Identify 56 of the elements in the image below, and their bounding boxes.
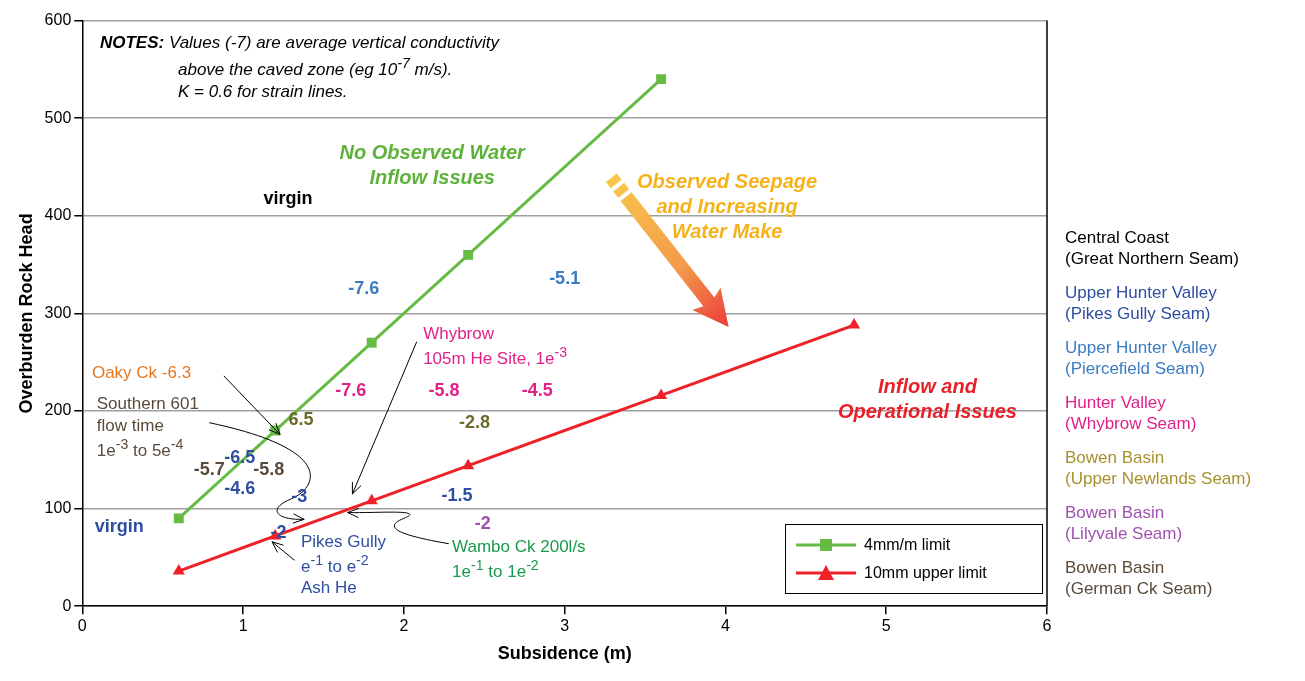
annotation: -4.6 <box>224 477 256 499</box>
y-tick-label: 500 <box>44 108 72 126</box>
x-tick-label: 1 <box>238 617 248 635</box>
legend-label: 4mm/m limit <box>864 536 951 555</box>
legend-label: 10mm upper limit <box>864 564 987 583</box>
y-tick-label: 400 <box>44 206 72 224</box>
annotation: -5.8 <box>428 379 460 401</box>
y-axis-title: Overburden Rock Head <box>15 213 36 414</box>
annotation: Observed Seepage and Increasing Water Make <box>637 168 818 244</box>
annotation: -5.1 <box>549 267 581 289</box>
text: Central Coast (Great Northern Seam) <box>1065 228 1239 270</box>
annotation: Oaky Ck -6.3 <box>91 362 192 384</box>
text: NOTES: Values (-7) are average vertical conductivity above the caved zone (eg 10$^{-7}$ m/s). K = 0.6 for strain lines. <box>99 33 499 102</box>
point <box>463 249 474 260</box>
annotation: Wambo Ck 200l/s 1e$^{-1}$ to 1e$^{-2}$ <box>452 535 586 583</box>
x-tick-label: 3 <box>560 617 570 635</box>
y-tick-label: 200 <box>44 401 72 419</box>
point <box>172 564 185 575</box>
annotation: -7.6 <box>335 379 367 401</box>
point <box>656 74 667 85</box>
annotation: -4.5 <box>521 379 553 401</box>
annotation: -2 <box>474 512 491 534</box>
text: Upper Hunter Valley (Pikes Gully Seam) <box>1065 283 1217 325</box>
point <box>462 458 475 470</box>
annotation: No Observed Water Inflow Issues <box>339 139 525 190</box>
y-tick-label: 0 <box>62 596 72 614</box>
x-tick-label: 0 <box>77 617 87 635</box>
x-axis-title: Subsidence (m) <box>497 643 632 664</box>
y-tick-label: 100 <box>44 499 72 517</box>
point <box>365 493 378 505</box>
annotation: -7.6 <box>348 277 380 299</box>
text: Bowen Basin (Upper Newlands Seam) <box>1065 448 1252 490</box>
annotation: Whybrow 105m He Site, 1e$^{-3}$ <box>423 323 568 370</box>
text: Hunter Valley (Whybrow Seam) <box>1065 393 1197 435</box>
annotation: Pikes Gully e$^{-1}$ to e$^{-2}$ Ash He <box>300 531 386 599</box>
annotation: -1.5 <box>441 484 473 506</box>
point <box>848 318 861 329</box>
annotation: Inflow and Operational Issues <box>837 373 1017 424</box>
point <box>173 513 184 524</box>
x-tick-label: 4 <box>720 617 730 635</box>
annotation: -2.8 <box>459 411 491 433</box>
point <box>366 337 377 348</box>
annotation: virgin <box>94 515 144 537</box>
text: Upper Hunter Valley (Piercefield Seam) <box>1065 338 1217 380</box>
annotation: -5.7 <box>193 458 225 480</box>
annotation: virgin <box>263 187 313 209</box>
y-tick-label: 600 <box>44 11 72 29</box>
x-tick-label: 2 <box>399 617 409 635</box>
text: Bowen Basin (German Ck Seam) <box>1065 558 1213 600</box>
x-tick-label: 5 <box>881 617 891 635</box>
text: Bowen Basin (Lilyvale Seam) <box>1065 503 1183 545</box>
annotation: 6.5 <box>288 408 314 430</box>
annotation: Southern 601 flow time 1e$^{-3}$ to 5e$^{-4}$ <box>96 394 199 460</box>
y-tick-label: 300 <box>44 303 72 321</box>
x-tick-label: 6 <box>1042 617 1052 635</box>
point <box>655 388 668 399</box>
